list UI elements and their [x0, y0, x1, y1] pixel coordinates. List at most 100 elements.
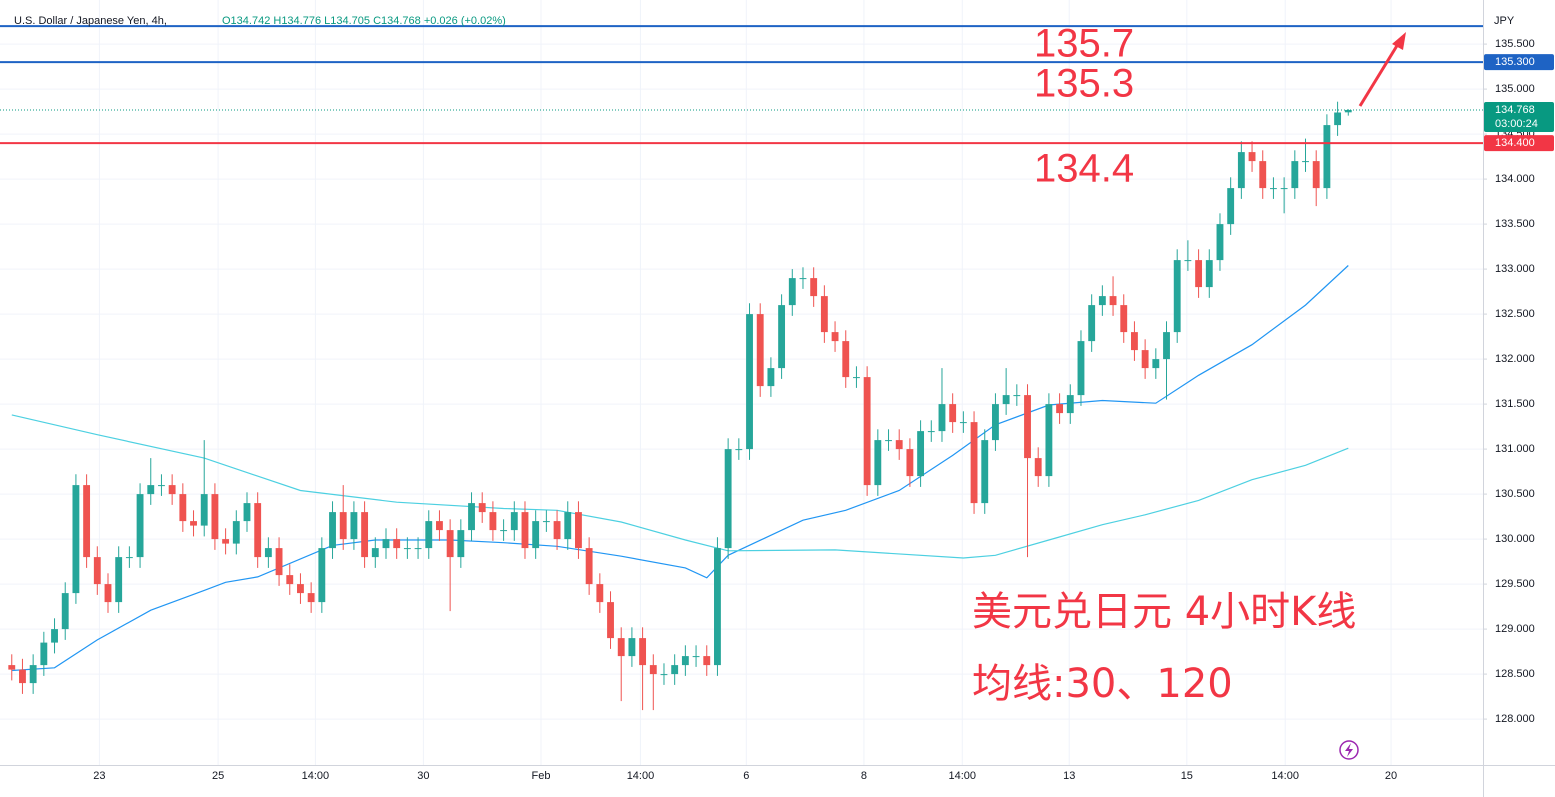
- candle-body: [1205, 260, 1213, 288]
- candle-body: [318, 548, 326, 603]
- y-tick-label: 131.500: [1495, 398, 1535, 410]
- x-tick-label: 14:00: [1271, 770, 1299, 782]
- candle-body: [468, 503, 475, 531]
- level-axis-tag: [1484, 54, 1554, 71]
- candle-body: [767, 368, 775, 387]
- level-annotation: 135.7: [1034, 22, 1134, 66]
- candle-body: [853, 377, 860, 379]
- candle-body: [639, 638, 647, 666]
- candle-body: [799, 278, 807, 280]
- ma-layer: [11, 265, 1349, 672]
- candle-body: [735, 449, 743, 451]
- candle-body: [200, 494, 208, 526]
- candle-body: [1173, 260, 1181, 333]
- axis-layer: 128.000 128.500 129.000 129.500 130.000 130.5…: [93, 38, 1554, 782]
- candle-body: [820, 296, 828, 333]
- candle-body: [136, 494, 144, 558]
- y-tick-label: 130.000: [1495, 533, 1535, 545]
- y-tick-label: 131.000: [1495, 443, 1535, 455]
- candle-body: [329, 512, 336, 549]
- last-price-label: 134.768: [1495, 104, 1535, 116]
- candle-body: [275, 548, 283, 576]
- symbol-title: U.S. Dollar / Japanese Yen, 4h,: [14, 15, 167, 27]
- candle-body: [607, 602, 614, 639]
- candle-body: [746, 314, 753, 450]
- candle-body: [1195, 260, 1203, 288]
- candle-body: [1248, 152, 1256, 162]
- candle-body: [992, 404, 999, 441]
- level-annotation: 135.3: [1034, 62, 1134, 106]
- candle-body: [788, 278, 796, 306]
- candle-body: [724, 449, 732, 549]
- x-tick-label: 30: [417, 770, 429, 782]
- candle-body: [1109, 296, 1117, 306]
- candle-body: [19, 669, 26, 684]
- candle-body: [959, 422, 967, 424]
- candle-body: [564, 512, 572, 540]
- candle-body: [1034, 458, 1042, 477]
- candle-body: [307, 593, 315, 603]
- candle-body: [1056, 404, 1064, 414]
- lightning-icon[interactable]: [1339, 740, 1359, 760]
- y-tick-label: 129.500: [1495, 578, 1535, 590]
- candle-body: [1013, 395, 1021, 397]
- ohlc-readout: O134.742 H134.776 L134.705 C134.768 +0.0…: [222, 15, 506, 27]
- candle-body: [72, 485, 80, 594]
- x-tick-label: 6: [743, 770, 749, 782]
- y-tick-label: 128.500: [1495, 668, 1535, 680]
- candle-body: [981, 440, 989, 504]
- candle-body: [681, 656, 689, 666]
- candle-body: [211, 494, 219, 540]
- candle-body: [874, 440, 882, 486]
- candle-body: [585, 548, 593, 585]
- candle-body: [810, 278, 818, 297]
- candle-body: [1066, 395, 1074, 414]
- candle-body: [938, 404, 946, 432]
- candle-body: [1131, 332, 1138, 351]
- candle-body: [1216, 224, 1224, 261]
- candle-body: [532, 521, 540, 549]
- candle-body: [1323, 125, 1331, 189]
- candle-body: [500, 530, 508, 532]
- level-axis-label: 135.300: [1495, 56, 1535, 68]
- candle-body: [93, 557, 101, 585]
- x-tick-label: 14:00: [627, 770, 655, 782]
- candle-body: [8, 665, 16, 670]
- candle-body: [575, 512, 582, 549]
- candle-body: [361, 512, 369, 558]
- candle-body: [40, 642, 48, 666]
- candle-body: [158, 485, 165, 487]
- candle-body: [1291, 161, 1299, 189]
- candle-body: [1280, 188, 1288, 190]
- candle-body: [510, 512, 518, 531]
- candle-body: [906, 449, 914, 477]
- candle-body: [1024, 395, 1031, 459]
- level-annotation: 134.4: [1034, 147, 1134, 191]
- candle-body: [125, 557, 133, 559]
- candle-body: [1002, 395, 1010, 405]
- candle-body: [553, 521, 561, 540]
- candle-body: [286, 575, 294, 585]
- candle-body: [628, 638, 636, 657]
- y-tick-label: 135.000: [1495, 83, 1535, 95]
- candle-body: [927, 431, 935, 433]
- candle-body: [489, 512, 497, 531]
- candle-body: [842, 341, 850, 378]
- candle-body: [1077, 341, 1085, 396]
- x-tick-label: Feb: [532, 770, 551, 782]
- candle-body: [51, 629, 58, 643]
- x-tick-label: 25: [212, 770, 224, 782]
- candle-body: [446, 530, 454, 558]
- candle-body: [521, 512, 529, 549]
- candle-body: [297, 584, 304, 594]
- candle-body: [671, 665, 679, 675]
- candle-layer: [8, 101, 1352, 711]
- currency-label: JPY: [1494, 15, 1515, 27]
- y-tick-label: 135.500: [1495, 38, 1535, 50]
- candle-body: [703, 656, 711, 666]
- level-axis-label: 134.400: [1495, 137, 1535, 149]
- x-tick-label: 8: [861, 770, 867, 782]
- x-tick-label: 23: [93, 770, 105, 782]
- candle-body: [222, 539, 230, 544]
- y-tick-label: 132.000: [1495, 353, 1535, 365]
